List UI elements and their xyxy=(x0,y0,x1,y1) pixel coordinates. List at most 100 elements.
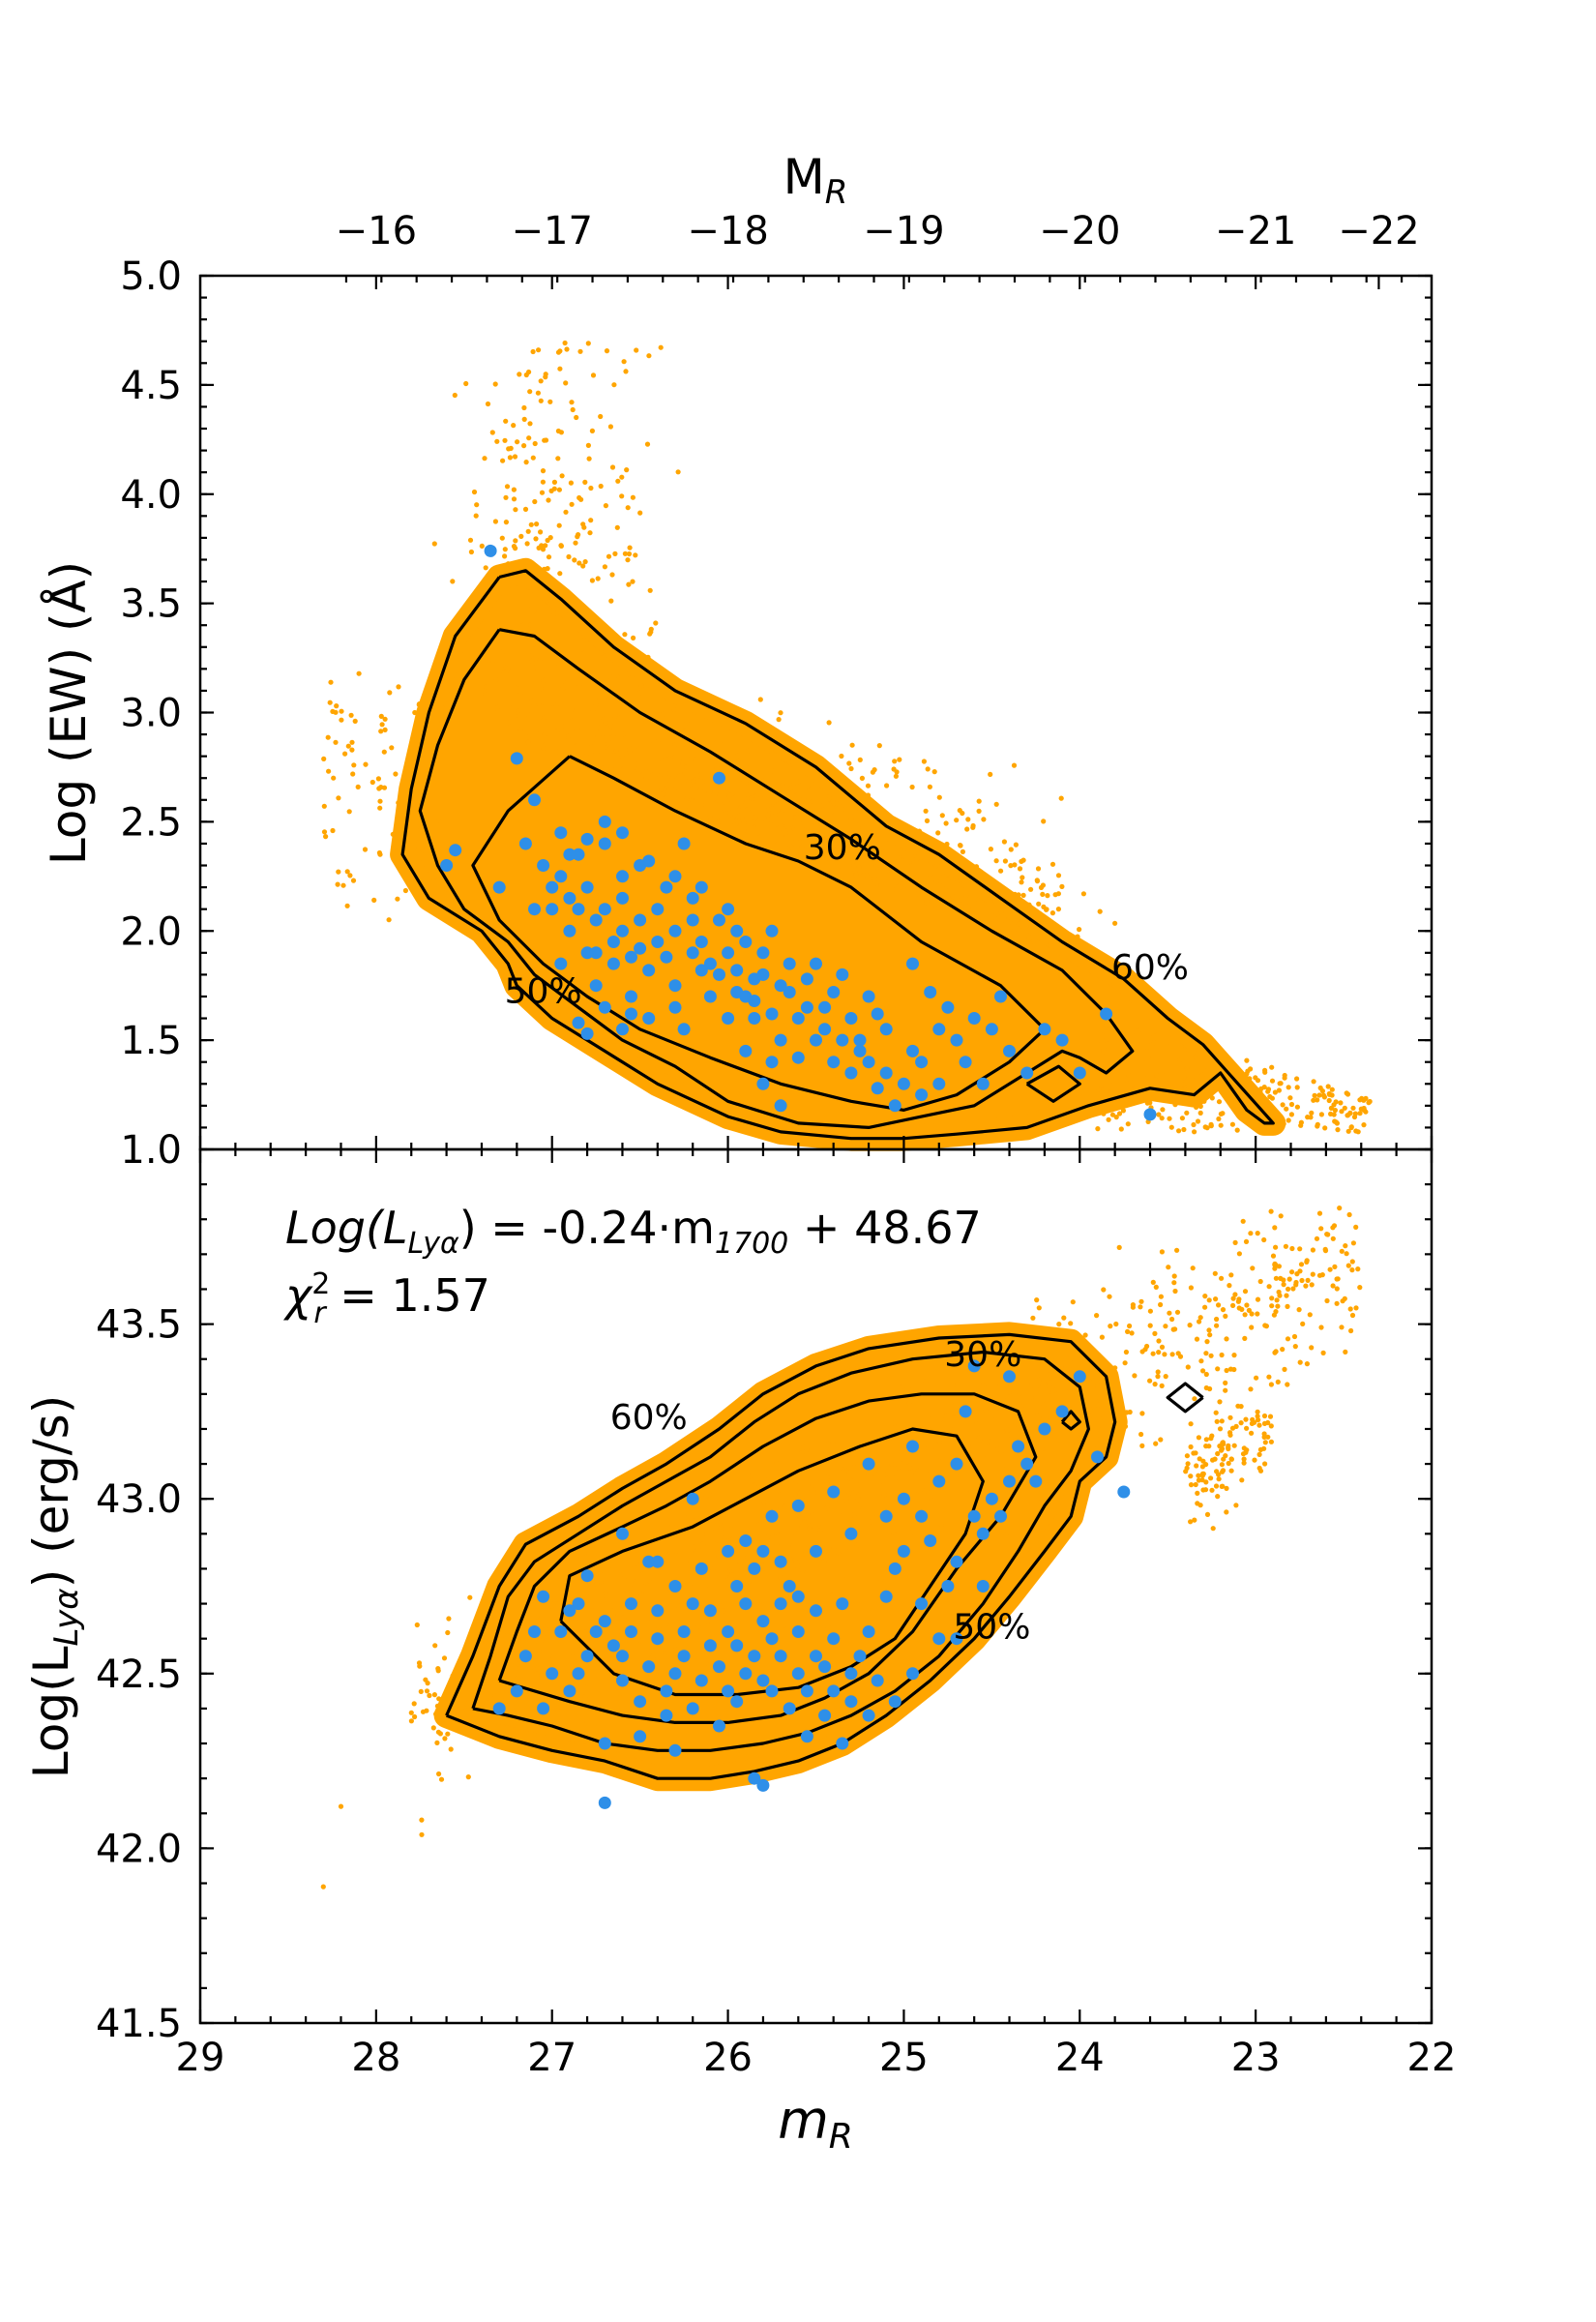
bottom-sim-point xyxy=(710,1488,716,1495)
bottom-sim-point xyxy=(1214,1418,1220,1424)
top-sim-point xyxy=(557,348,563,354)
bottom-sim-point xyxy=(973,1423,979,1429)
top-sim-point xyxy=(924,818,931,824)
top-observed-point xyxy=(739,1044,753,1057)
top-sim-point xyxy=(443,886,450,892)
top-sim-point xyxy=(369,779,375,786)
top-sim-point xyxy=(761,795,767,801)
top-sim-point xyxy=(412,748,418,754)
bottom-sim-point xyxy=(1227,1283,1232,1289)
bottom-observed-point xyxy=(836,1597,849,1611)
bottom-sim-point xyxy=(1233,1503,1239,1508)
top-sim-point xyxy=(513,507,518,513)
bottom-sim-point xyxy=(1046,1380,1051,1385)
top-sim-point xyxy=(878,882,884,888)
bottom-sim-point xyxy=(1227,1432,1233,1438)
top-sim-point xyxy=(1298,1122,1304,1128)
top-sim-point xyxy=(1097,1109,1103,1115)
bottom-sim-point xyxy=(1349,1312,1356,1319)
bottom-sim-point xyxy=(1101,1287,1107,1293)
bottom-sim-point xyxy=(519,1681,525,1686)
top-observed-point xyxy=(713,913,725,927)
top-sim-point xyxy=(1184,1065,1190,1071)
bottom-sim-point xyxy=(599,1567,605,1573)
top-observed-point xyxy=(959,1056,972,1069)
bottom-sim-point xyxy=(923,1379,929,1384)
top-sim-point xyxy=(540,547,547,552)
bottom-observed-point xyxy=(810,1604,822,1618)
top-sim-point xyxy=(1186,1076,1192,1082)
bottom-sim-point xyxy=(1203,1371,1209,1378)
bottom-sim-point xyxy=(1309,1282,1315,1288)
top-sim-point xyxy=(581,625,587,631)
bottom-sim-point xyxy=(1244,1425,1250,1431)
top-sim-point xyxy=(807,824,813,831)
bottom-observed-point xyxy=(713,1719,725,1733)
top-sim-point xyxy=(569,501,575,507)
top-observed-point xyxy=(836,968,849,981)
bottom-sim-point xyxy=(1159,1383,1165,1388)
top-sim-point xyxy=(671,707,677,713)
bottom-sim-point xyxy=(1061,1315,1067,1321)
top-sim-point xyxy=(1357,1097,1363,1103)
top-sim-point xyxy=(849,742,855,748)
bottom-sim-point xyxy=(782,1622,787,1628)
top-sim-point xyxy=(1104,1023,1109,1028)
top-sim-point xyxy=(540,479,547,485)
bottom-sim-point xyxy=(1159,1344,1166,1350)
bottom-sim-point xyxy=(1017,1390,1022,1396)
bottom-observed-point xyxy=(1003,1370,1016,1384)
bottom-sim-point xyxy=(470,1692,477,1698)
bottom-sim-point xyxy=(539,1673,545,1679)
top-sim-point xyxy=(580,563,586,569)
bottom-sim-point xyxy=(1224,1367,1229,1374)
bottom-observed-point xyxy=(1038,1422,1051,1436)
bottom-observed-point xyxy=(703,1639,717,1652)
top-sim-point xyxy=(416,701,423,707)
top-sim-point xyxy=(538,714,544,720)
bottom-observed-point xyxy=(730,1580,744,1593)
top-sim-point xyxy=(1244,1071,1250,1077)
top-sim-point xyxy=(533,536,539,542)
bottom-sim-point xyxy=(906,1463,912,1469)
top-sim-point xyxy=(739,798,745,804)
top-sim-point xyxy=(1007,919,1013,925)
top-sim-point xyxy=(559,473,565,479)
top-observed-point xyxy=(580,880,594,894)
bottom-sim-point xyxy=(1350,1240,1356,1246)
top-sim-point xyxy=(933,878,940,884)
top-sim-point xyxy=(559,723,565,729)
top-sim-point xyxy=(502,547,508,552)
top-sim-point xyxy=(335,881,340,887)
top-sim-point xyxy=(525,711,531,718)
top-sim-point xyxy=(539,490,546,495)
top-sim-point xyxy=(387,690,393,696)
bottom-sim-point xyxy=(694,1514,699,1520)
bottom-observed-point xyxy=(625,1625,637,1638)
bottom-observed-point xyxy=(888,1695,901,1709)
bottom-observed-point xyxy=(739,1597,753,1611)
bottom-sim-point xyxy=(543,1624,548,1630)
top-sim-point xyxy=(609,464,616,470)
top-sim-point xyxy=(1196,1048,1201,1054)
bottom-sim-point xyxy=(699,1532,706,1537)
top-sim-point xyxy=(783,833,789,839)
top-sim-point xyxy=(800,817,807,823)
top-sim-point xyxy=(848,817,854,822)
top-observed-point xyxy=(879,1023,893,1036)
bottom-sim-point xyxy=(647,1575,653,1581)
top-y-tick-label: 1.5 xyxy=(120,1019,182,1063)
bottom-sim-point xyxy=(621,1615,627,1621)
top-observed-point xyxy=(906,957,919,970)
top-sim-point xyxy=(921,759,928,764)
top-sim-point xyxy=(726,794,732,800)
top-sim-point xyxy=(997,886,1003,892)
top-sim-point xyxy=(660,750,665,757)
top-sim-point xyxy=(569,706,575,712)
top-sim-point xyxy=(1338,1100,1344,1106)
bottom-sim-point xyxy=(1339,1248,1345,1254)
bottom-sim-point xyxy=(773,1530,780,1535)
top-sim-point xyxy=(658,756,664,761)
bottom-sim-point xyxy=(825,1623,831,1629)
top-sim-point xyxy=(753,816,758,821)
